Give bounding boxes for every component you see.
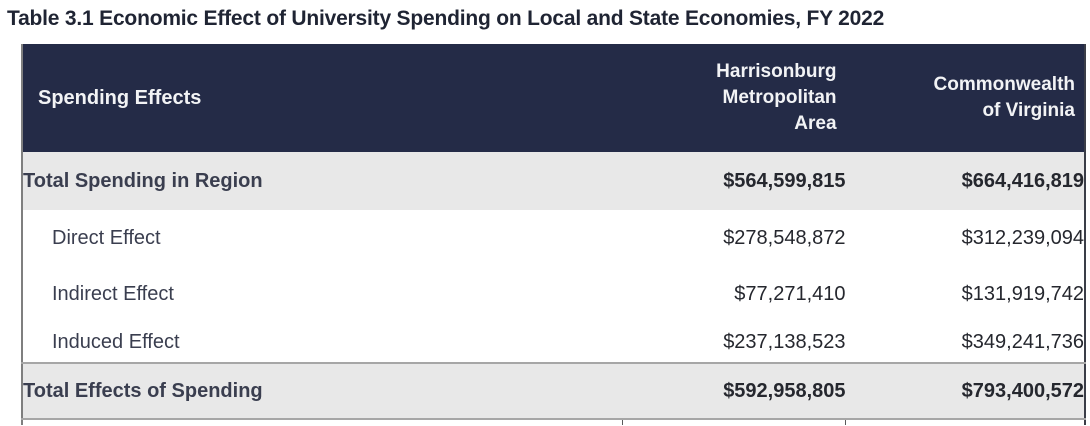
value-commonwealth: $312,239,094 — [961, 226, 1084, 249]
table-row-induced-effect: Induced Effect $237,138,523 $349,241,736 — [22, 322, 1085, 363]
value-harrisonburg: $77,271,410 — [734, 282, 846, 305]
value-commonwealth: $131,919,742 — [961, 282, 1084, 305]
value-commonwealth: $664,416,819 — [961, 169, 1084, 192]
row-label: Total Effects of Spending — [23, 379, 263, 402]
row-label: Direct Effect — [52, 226, 161, 249]
row-label: Indirect Effect — [52, 282, 174, 305]
table-row-total-spending-in-region: Total Spending in Region $564,599,815 $6… — [22, 152, 1085, 210]
value-harrisonburg: $237,138,523 — [723, 330, 846, 353]
table-title: Table 3.1 Economic Effect of University … — [7, 7, 885, 30]
table-header-row: Spending Effects Harrisonburg Metropolit… — [22, 44, 1085, 152]
value-harrisonburg: $278,548,872 — [723, 226, 846, 249]
value-commonwealth: $793,400,572 — [961, 379, 1084, 402]
value-harrisonburg: $592,958,805 — [723, 379, 846, 402]
row-label: Induced Effect — [52, 330, 180, 353]
table-row-direct-effect: Direct Effect $278,548,872 $312,239,094 — [22, 210, 1085, 266]
value-harrisonburg: $564,599,815 — [723, 169, 846, 192]
table-row-next-partial — [22, 419, 1085, 425]
column-header-spending-effects: Spending Effects — [38, 86, 202, 109]
column-header-commonwealth-of-virginia: Commonwealth of Virginia — [933, 74, 1075, 121]
value-commonwealth: $349,241,736 — [961, 330, 1084, 353]
economic-effect-table: Spending Effects Harrisonburg Metropolit… — [21, 44, 1086, 425]
row-label: Total Spending in Region — [23, 169, 263, 192]
table-row-indirect-effect: Indirect Effect $77,271,410 $131,919,742 — [22, 266, 1085, 322]
table-row-total-effects-of-spending: Total Effects of Spending $592,958,805 $… — [22, 363, 1085, 419]
column-header-harrisonburg-metropolitan-area: Harrisonburg Metropolitan Area — [716, 61, 837, 134]
